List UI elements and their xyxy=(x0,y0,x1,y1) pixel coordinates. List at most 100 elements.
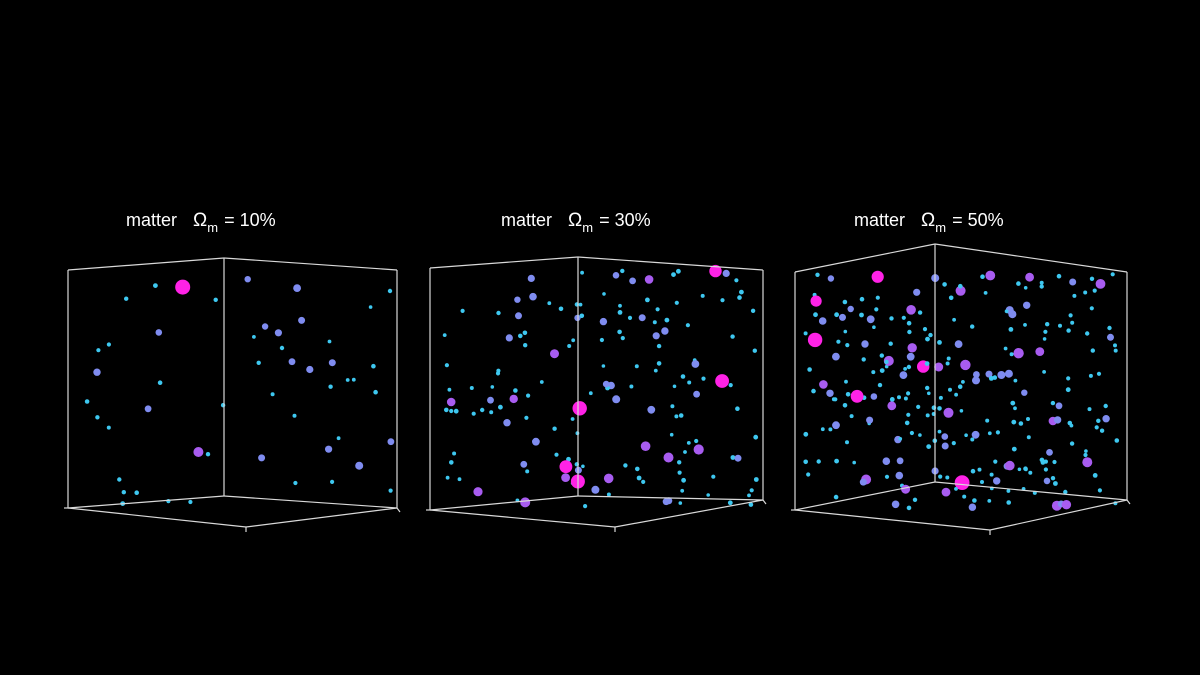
particle-small xyxy=(906,320,912,326)
particle-small xyxy=(964,433,968,438)
particle-small xyxy=(1056,273,1062,279)
particle-small xyxy=(1039,280,1044,285)
particle-small xyxy=(803,331,808,336)
particle-small xyxy=(948,387,952,392)
particle-small xyxy=(328,384,333,389)
particle-small xyxy=(694,438,699,444)
particle-small xyxy=(445,475,450,480)
particle-medium xyxy=(1102,415,1110,423)
particle-large xyxy=(960,359,971,371)
particle-medium xyxy=(591,485,600,494)
particle-medium xyxy=(328,359,336,367)
panel-title-3: matter Ωm = 50% xyxy=(854,210,1004,235)
particle-small xyxy=(700,293,705,298)
particle-small xyxy=(1042,370,1046,374)
particle-small xyxy=(674,300,679,305)
particle-small xyxy=(581,464,585,469)
particle-small xyxy=(106,425,111,430)
particle-small xyxy=(1066,328,1071,333)
particle-small xyxy=(924,361,930,366)
particle-medium xyxy=(827,275,835,282)
particle-small xyxy=(1068,313,1073,318)
particle-medium xyxy=(972,376,980,385)
particle-medium xyxy=(693,390,700,398)
box-edge xyxy=(934,243,1128,273)
particle-small xyxy=(884,359,889,365)
particle-medium xyxy=(647,405,656,414)
particle-small xyxy=(803,431,809,437)
particle-medium xyxy=(906,352,915,361)
particle-small xyxy=(833,397,838,402)
particle-medium xyxy=(1004,369,1013,378)
particle-small xyxy=(656,361,662,366)
particle-small xyxy=(1088,373,1093,378)
particle-medium xyxy=(1046,449,1053,456)
particle-medium xyxy=(532,437,540,446)
particle-small xyxy=(972,498,977,503)
particle-medium xyxy=(602,380,610,388)
particle-small xyxy=(1096,418,1101,423)
particle-small xyxy=(681,477,686,483)
particle-small xyxy=(983,291,988,295)
particle-small xyxy=(84,399,90,404)
particle-small xyxy=(471,411,476,416)
particle-small xyxy=(1097,488,1102,493)
particle-small xyxy=(629,384,634,389)
particle-small xyxy=(942,282,947,287)
box-2 xyxy=(442,264,759,509)
particle-massive xyxy=(807,332,823,348)
particle-small xyxy=(750,308,756,313)
particle-small xyxy=(444,363,449,368)
particle-medium xyxy=(505,334,513,342)
particle-small xyxy=(1023,323,1027,327)
particle-medium xyxy=(155,329,163,336)
particle-small xyxy=(1050,476,1056,481)
particle-small xyxy=(884,474,890,479)
particle-small xyxy=(652,320,657,325)
particle-medium xyxy=(306,365,314,374)
particle-small xyxy=(938,395,943,400)
particle-small xyxy=(1066,376,1071,381)
particle-small xyxy=(620,268,625,274)
particle-small xyxy=(469,386,474,390)
box-edge xyxy=(794,481,936,511)
particle-small xyxy=(1042,337,1047,341)
particle-small xyxy=(803,459,808,465)
omega-symbol: Ω xyxy=(193,210,208,231)
particle-medium xyxy=(1053,416,1062,424)
particle-small xyxy=(889,316,894,321)
particle-small xyxy=(918,433,922,437)
particle-small xyxy=(522,330,528,336)
particle-small xyxy=(293,480,298,486)
particle-small xyxy=(599,337,605,343)
particle-small xyxy=(526,393,531,398)
box-edge xyxy=(577,495,764,501)
particle-small xyxy=(153,283,158,288)
particle-small xyxy=(669,432,674,437)
particle-medium xyxy=(866,416,874,424)
particle-small xyxy=(525,469,530,474)
particle-large xyxy=(934,362,944,372)
particle-small xyxy=(1043,329,1048,334)
particle-small xyxy=(720,298,725,303)
particle-large xyxy=(561,473,570,482)
particle-medium xyxy=(261,323,269,330)
particle-medium xyxy=(847,305,854,313)
particle-small xyxy=(449,460,454,465)
particle-small xyxy=(1063,489,1068,495)
particle-small xyxy=(877,382,883,388)
particle-small xyxy=(834,458,839,464)
box-edge xyxy=(794,509,991,531)
particle-small xyxy=(1023,286,1028,290)
particle-small xyxy=(327,339,332,344)
particle-medium xyxy=(599,317,608,326)
particle-small xyxy=(993,459,998,464)
particle-small xyxy=(811,388,816,394)
particle-small xyxy=(1110,272,1115,277)
particle-medium xyxy=(870,393,878,400)
particle-small xyxy=(989,376,994,381)
particle-small xyxy=(671,272,676,277)
particle-small xyxy=(1045,322,1050,327)
